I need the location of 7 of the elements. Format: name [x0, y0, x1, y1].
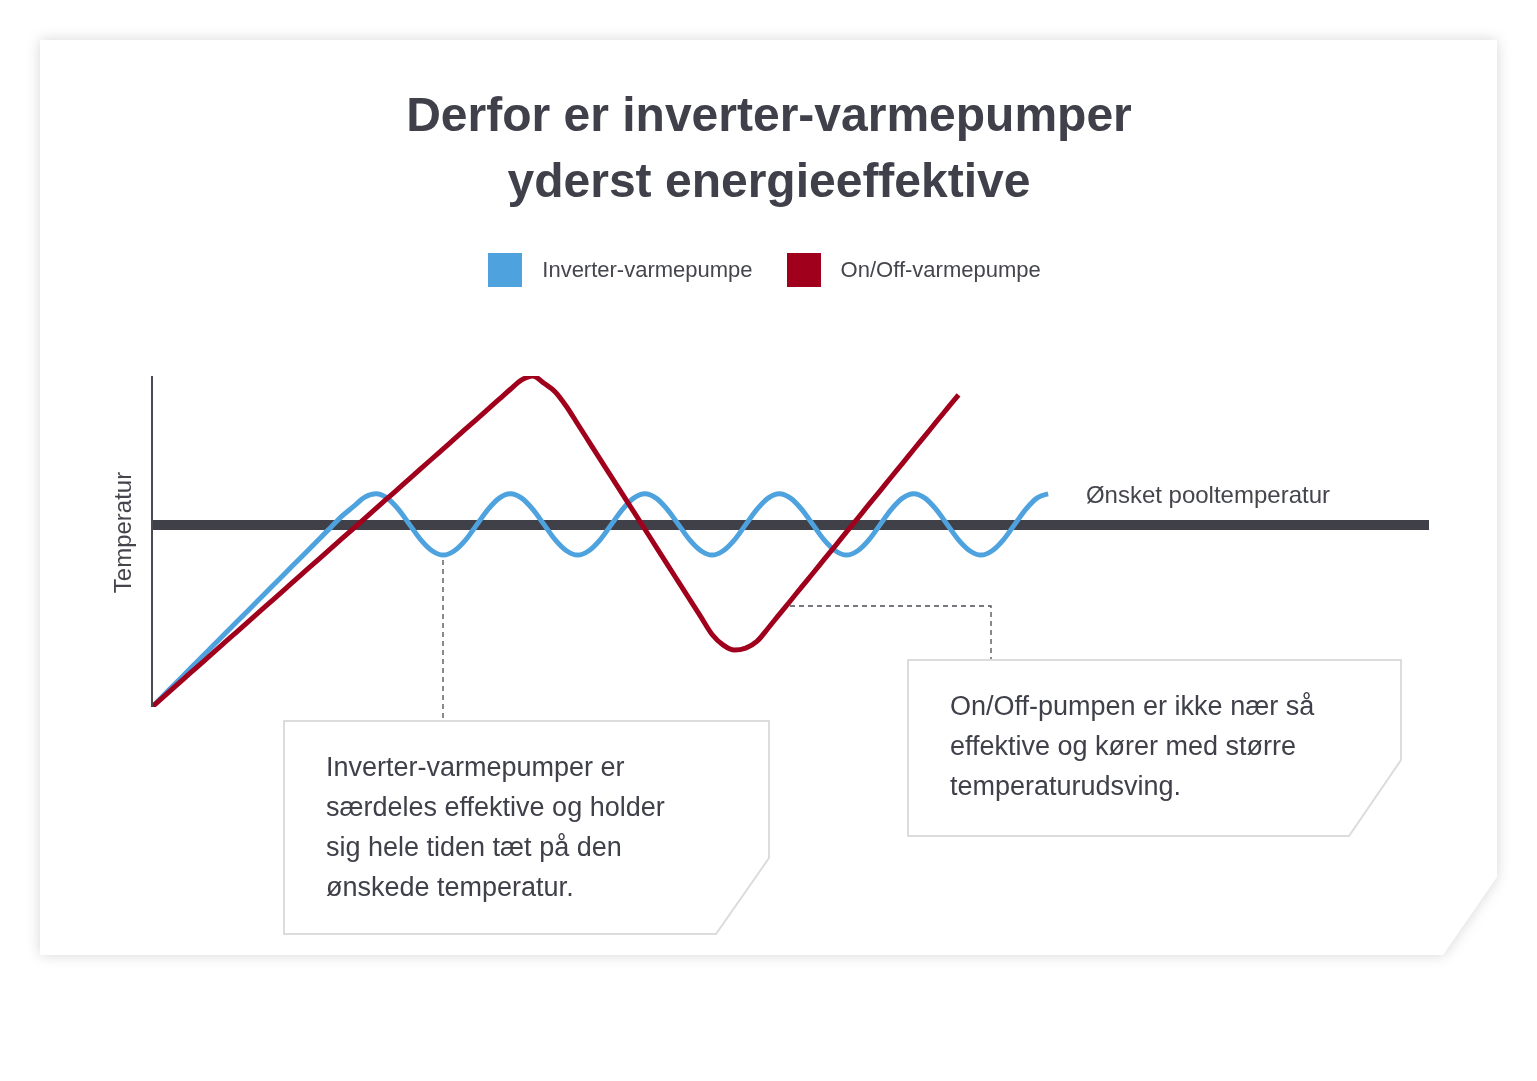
legend-label: Inverter-varmepumpe — [542, 256, 753, 282]
legend-label: On/Off-varmepumpe — [840, 256, 1041, 282]
chart-title: Derfor er inverter-varmepumper yderst energieeffektive — [405, 87, 1133, 209]
ref-line-label: Ønsket pooltemperatur — [1085, 480, 1331, 508]
annotation: On/Off-pumpen er ikke nær så effektive og kører med større temperaturudsving. — [950, 690, 1316, 803]
y-axis-title: Temperatur — [108, 471, 136, 594]
text: Inverter-varmepumper er særdeles effektive og holder sig hele tiden tæt på den ønskede temperatur. — [326, 751, 666, 904]
